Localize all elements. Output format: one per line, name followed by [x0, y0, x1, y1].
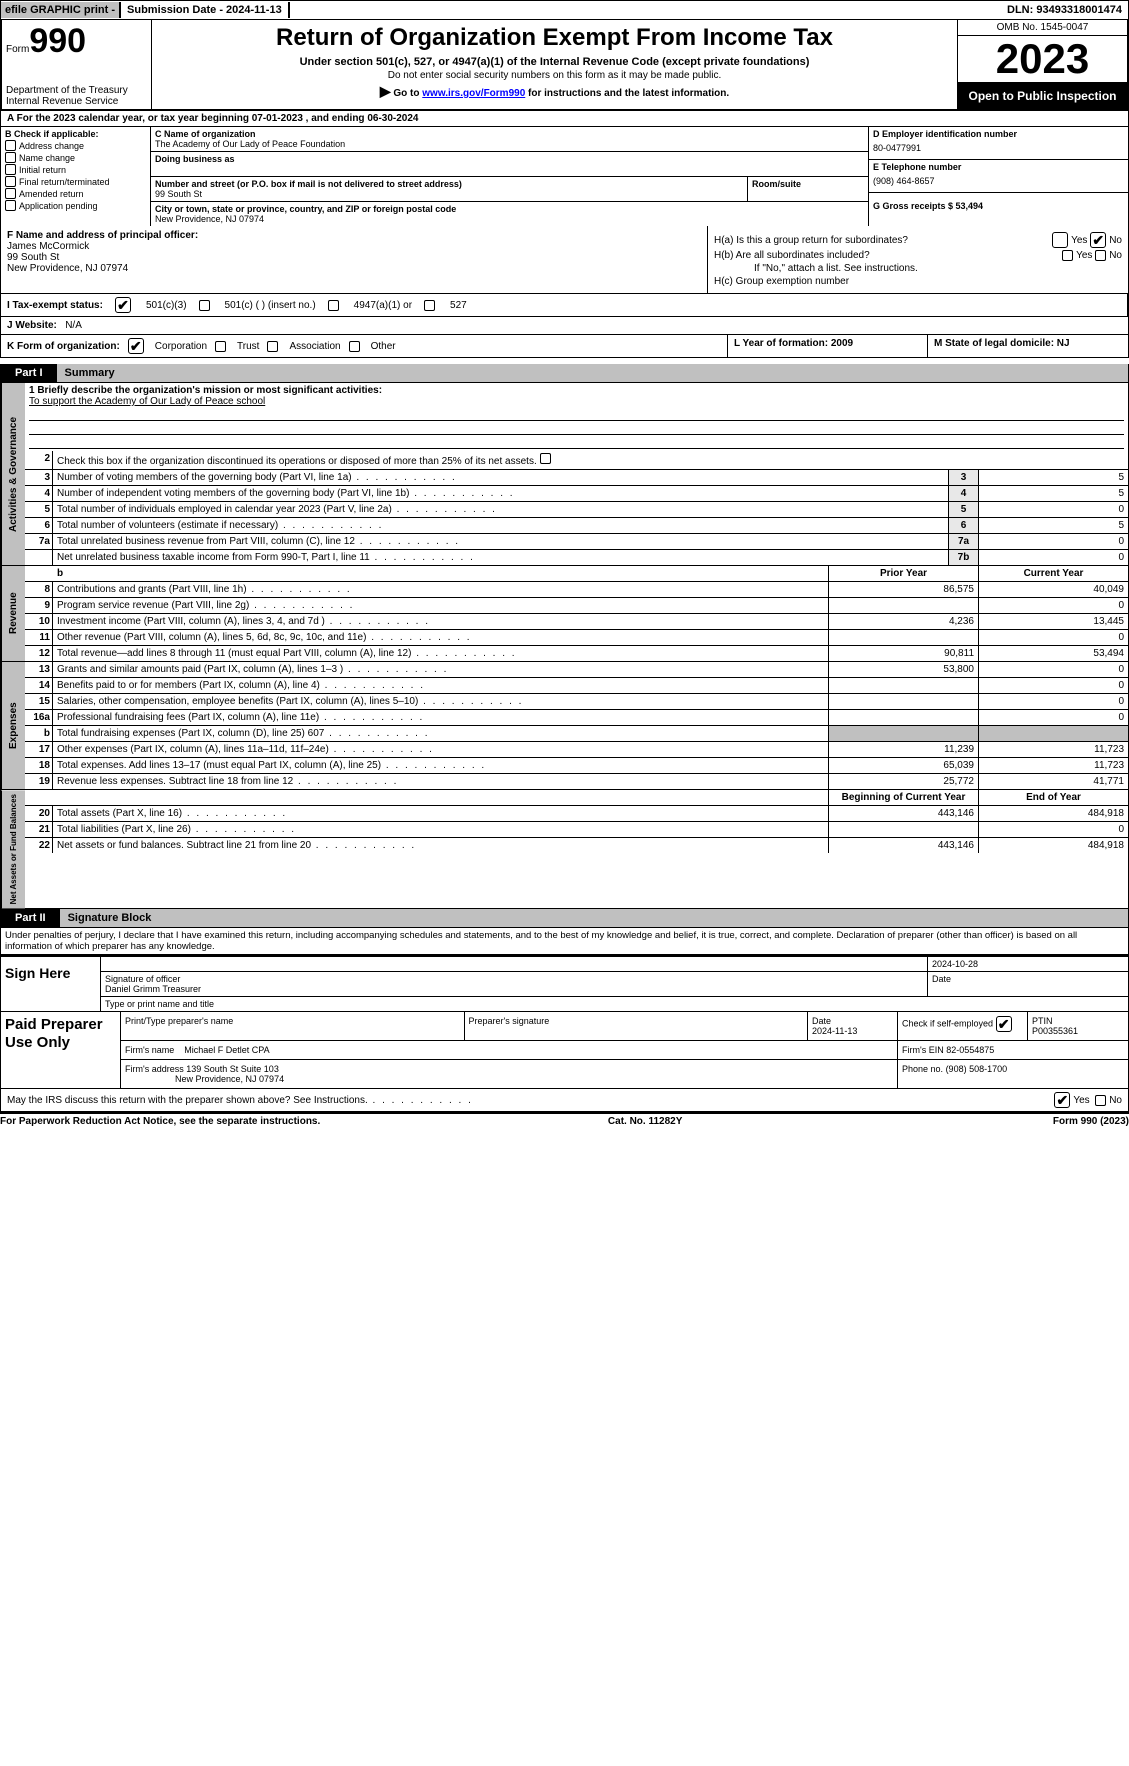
- mission-text: To support the Academy of Our Lady of Pe…: [29, 396, 1124, 407]
- paid-preparer: Paid Preparer Use Only Print/Type prepar…: [1, 1011, 1128, 1088]
- top-bar: efile GRAPHIC print - Submission Date - …: [0, 0, 1129, 20]
- chk-corp[interactable]: [128, 338, 144, 354]
- chk-final-return[interactable]: [5, 176, 16, 187]
- chk-trust[interactable]: [215, 341, 226, 352]
- officer-name: James McCormick: [7, 241, 701, 252]
- org-name: The Academy of Our Lady of Peace Foundat…: [155, 139, 864, 149]
- irs-link[interactable]: www.irs.gov/Form990: [422, 88, 525, 99]
- chk-ha-yes[interactable]: [1052, 232, 1068, 248]
- phone: (908) 464-8657: [873, 172, 1124, 190]
- chk-discontinued[interactable]: [540, 453, 551, 464]
- firm-phone: (908) 508-1700: [946, 1064, 1008, 1074]
- header-right: OMB No. 1545-0047 2023 Open to Public In…: [957, 20, 1127, 109]
- chk-name-change[interactable]: [5, 152, 16, 163]
- chk-hb-yes[interactable]: [1062, 250, 1073, 261]
- col-f-officer: F Name and address of principal officer:…: [1, 226, 708, 293]
- chk-app-pending[interactable]: [5, 200, 16, 211]
- open-inspection: Open to Public Inspection: [958, 83, 1127, 109]
- mission-block: 1 Briefly describe the organization's mi…: [25, 383, 1128, 451]
- chk-other[interactable]: [349, 341, 360, 352]
- ssn-warning: Do not enter social security numbers on …: [160, 70, 949, 81]
- section-expenses: Expenses 13Grants and similar amounts pa…: [0, 662, 1129, 790]
- row-a-tax-year: A For the 2023 calendar year, or tax yea…: [0, 111, 1129, 127]
- submission-date: Submission Date - 2024-11-13: [121, 2, 290, 18]
- website: N/A: [65, 320, 82, 331]
- form-number: 990: [29, 22, 86, 60]
- header-center: Return of Organization Exempt From Incom…: [152, 20, 957, 109]
- chk-527[interactable]: [424, 300, 435, 311]
- section-revenue: Revenue bPrior YearCurrent Year 8Contrib…: [0, 566, 1129, 662]
- org-street: 99 South St: [155, 189, 743, 199]
- irs-label: Internal Revenue Service: [6, 96, 147, 107]
- state-domicile: M State of legal domicile: NJ: [934, 338, 1070, 349]
- page-footer: For Paperwork Reduction Act Notice, see …: [0, 1112, 1129, 1129]
- efile-label: efile GRAPHIC print -: [1, 2, 121, 18]
- signature-block: Sign Here 2024-10-28 Signature of office…: [0, 955, 1129, 1089]
- org-city: New Providence, NJ 07974: [155, 214, 864, 224]
- penalty-statement: Under penalties of perjury, I declare th…: [0, 928, 1129, 955]
- chk-ha-no[interactable]: [1090, 232, 1106, 248]
- ptin: P00355361: [1032, 1026, 1078, 1036]
- firm-name: Michael F Detlet CPA: [184, 1045, 269, 1055]
- part2-header: Part II Signature Block: [0, 909, 1129, 928]
- dln: DLN: 93493318001474: [1001, 2, 1128, 18]
- chk-assoc[interactable]: [267, 341, 278, 352]
- chk-discuss-yes[interactable]: [1054, 1092, 1070, 1108]
- chk-4947[interactable]: [328, 300, 339, 311]
- block-b-to-g: B Check if applicable: Address change Na…: [0, 127, 1129, 226]
- chk-501c[interactable]: [199, 300, 210, 311]
- ein: 80-0477991: [873, 139, 1124, 157]
- omb-number: OMB No. 1545-0047: [958, 20, 1127, 36]
- year-formation: L Year of formation: 2009: [734, 338, 853, 349]
- chk-address-change[interactable]: [5, 140, 16, 151]
- chk-discuss-no[interactable]: [1095, 1095, 1106, 1106]
- col-c-org-info: C Name of organization The Academy of Ou…: [151, 127, 868, 226]
- dept-treasury: Department of the Treasury: [6, 85, 147, 96]
- section-net-assets: Net Assets or Fund Balances Beginning of…: [0, 790, 1129, 909]
- form-header: Form990 Department of the Treasury Inter…: [0, 20, 1129, 111]
- header-left: Form990 Department of the Treasury Inter…: [2, 20, 152, 109]
- gross-receipts: G Gross receipts $ 53,494: [873, 201, 983, 211]
- col-b-checkboxes: B Check if applicable: Address change Na…: [1, 127, 151, 226]
- chk-amended[interactable]: [5, 188, 16, 199]
- row-k-l-m: K Form of organization: Corporation Trus…: [0, 335, 1129, 358]
- col-d-e-g: D Employer identification number 80-0477…: [868, 127, 1128, 226]
- form-subtitle: Under section 501(c), 527, or 4947(a)(1)…: [160, 56, 949, 68]
- block-f-h: F Name and address of principal officer:…: [0, 226, 1129, 294]
- discuss-row: May the IRS discuss this return with the…: [0, 1089, 1129, 1112]
- chk-self-employed[interactable]: [996, 1016, 1012, 1032]
- section-governance: Activities & Governance 1 Briefly descri…: [0, 383, 1129, 566]
- row-j: J Website: N/A: [0, 317, 1129, 335]
- form-word: Form: [6, 44, 29, 55]
- firm-ein: 82-0554875: [946, 1045, 994, 1055]
- col-h-group: H(a) Is this a group return for subordin…: [708, 226, 1128, 293]
- goto-line: ▶ Go to www.irs.gov/Form990 for instruct…: [160, 83, 949, 100]
- tax-year: 2023: [958, 36, 1127, 83]
- chk-501c3[interactable]: [115, 297, 131, 313]
- officer-signature-name: Daniel Grimm Treasurer: [105, 984, 923, 994]
- chk-initial-return[interactable]: [5, 164, 16, 175]
- form-title: Return of Organization Exempt From Incom…: [160, 24, 949, 52]
- chk-hb-no[interactable]: [1095, 250, 1106, 261]
- part1-header: Part I Summary: [0, 364, 1129, 383]
- row-i: I Tax-exempt status: 501(c)(3) 501(c) ( …: [0, 294, 1129, 317]
